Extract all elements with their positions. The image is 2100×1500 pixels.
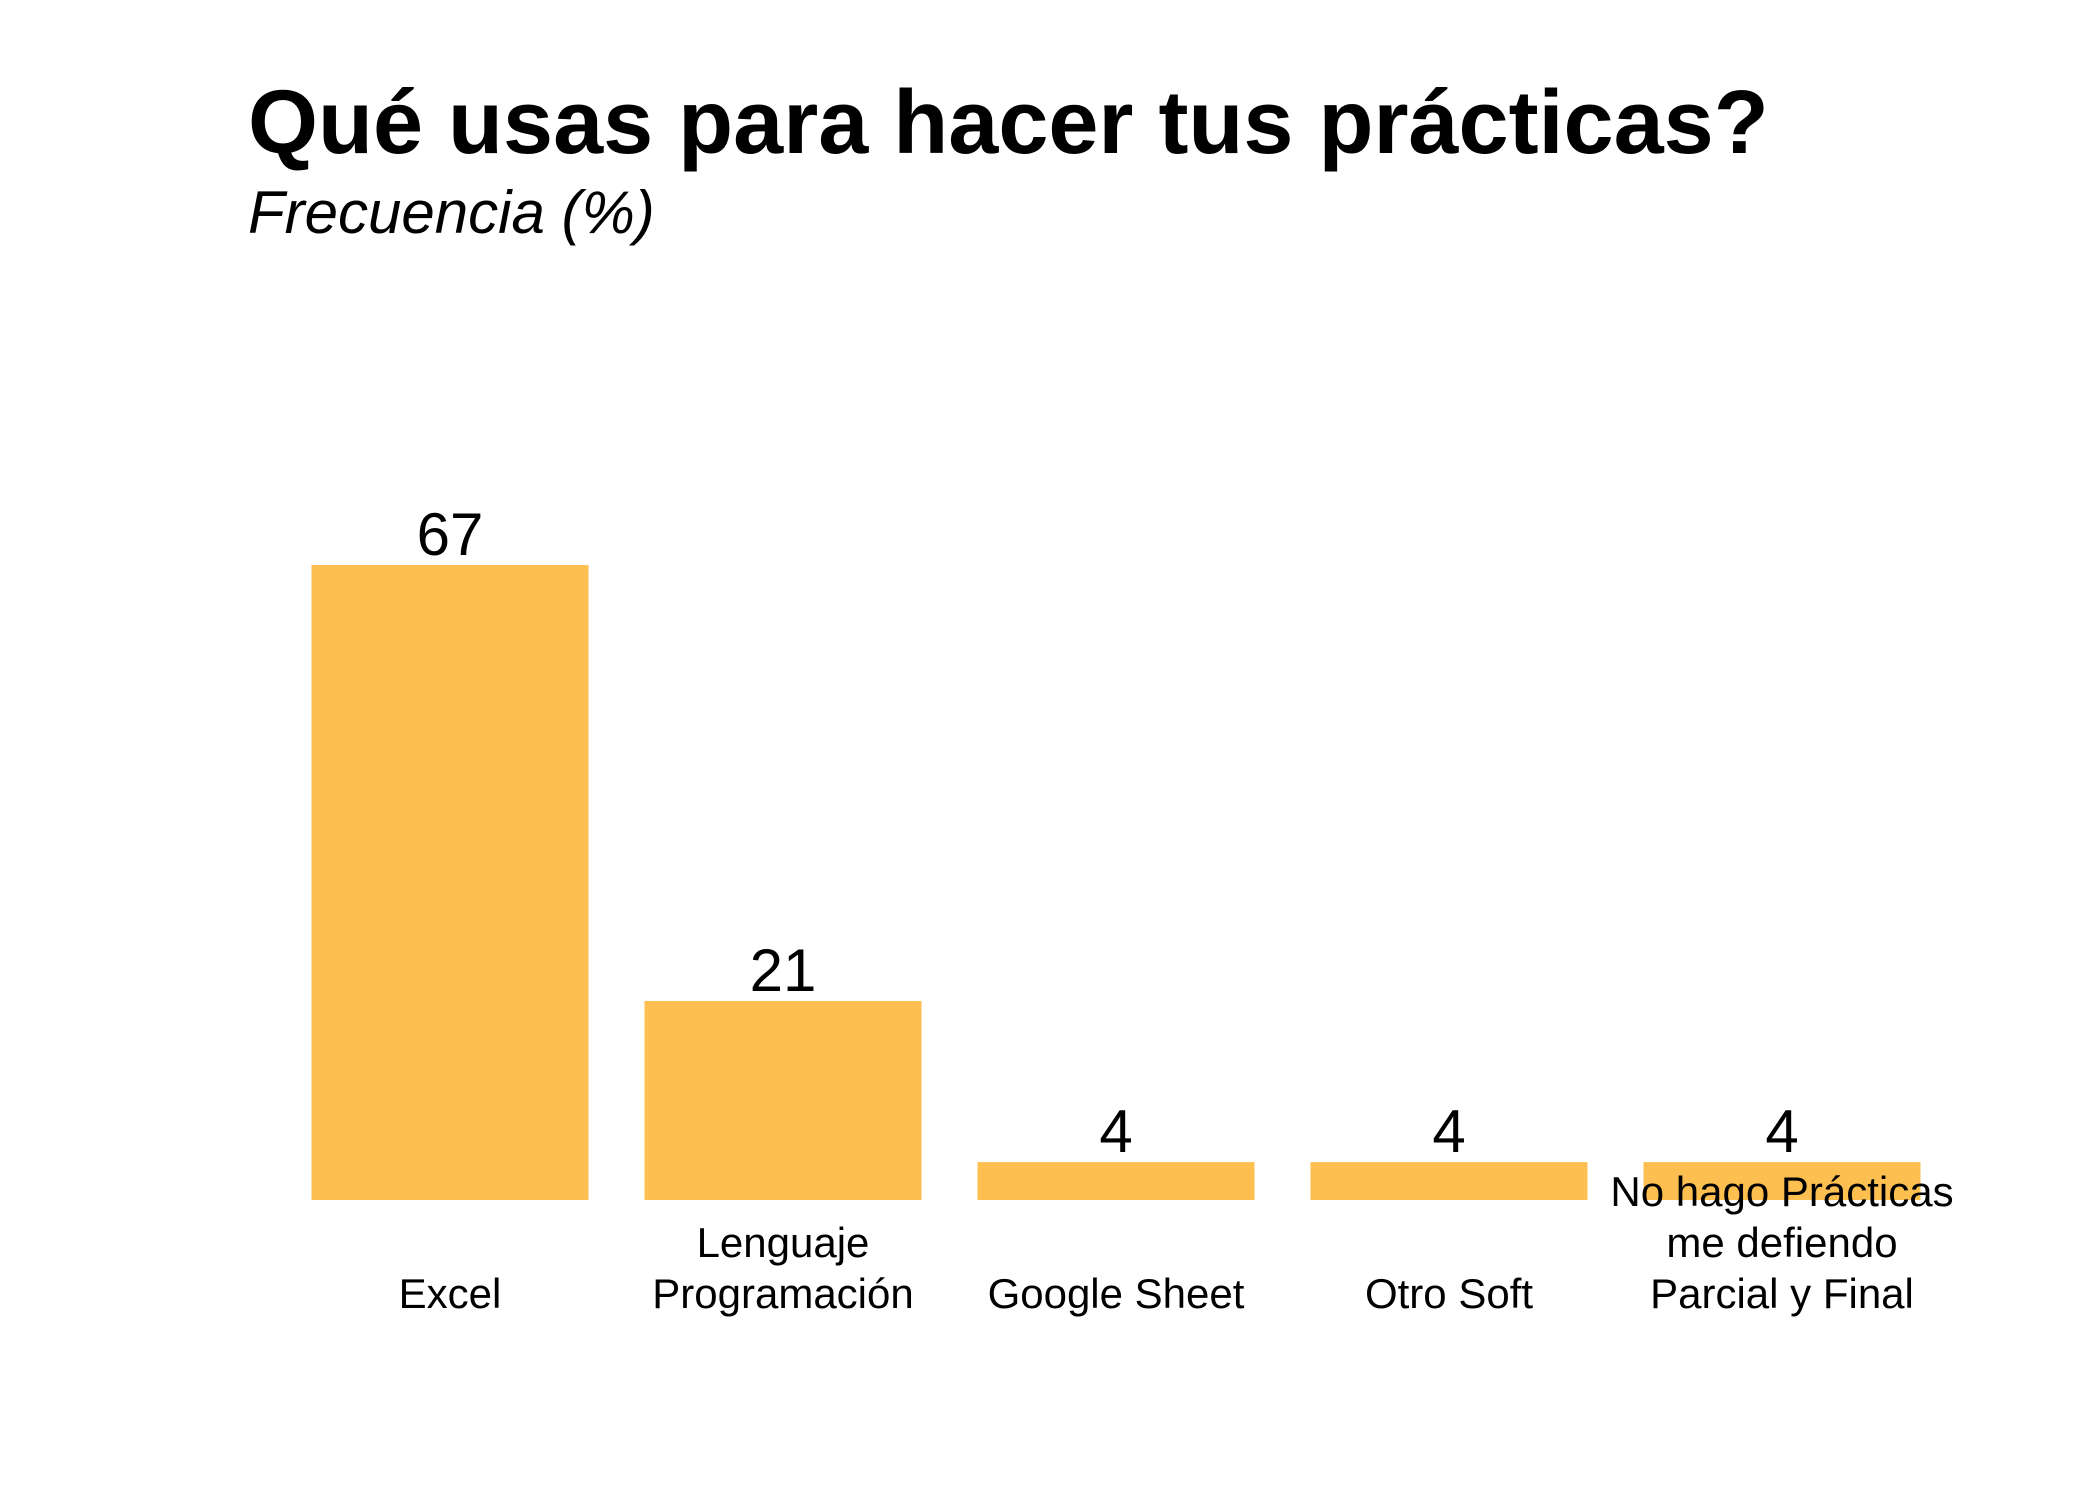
category-label-otro-soft: Otro Soft <box>1365 1270 1533 1317</box>
category-label-google-sheet: Google Sheet <box>988 1270 1245 1317</box>
bar-lenguaje <box>644 1000 922 1200</box>
value-labels-group: 67 21 4 4 4 <box>417 501 1799 1165</box>
value-label-no-hago-practicas: 4 <box>1765 1098 1798 1165</box>
value-label-excel: 67 <box>417 501 484 568</box>
chart-subtitle: Frecuencia (%) <box>248 179 655 246</box>
category-label-no-hago-practicas: No hago Prácticas me defiendo Parcial y Fi… <box>1610 1168 1953 1317</box>
category-labels-group: Excel Lenguaje Programación Google Sheet Otr… <box>399 1168 1954 1317</box>
value-label-lenguaje: 21 <box>750 937 817 1004</box>
value-label-google-sheet: 4 <box>1099 1098 1132 1165</box>
bar-no-hago-practicas <box>1643 1162 1921 1200</box>
bar-google-sheet <box>977 1162 1255 1200</box>
chart-title: Qué usas para hacer tus prácticas? <box>248 73 1769 173</box>
value-label-otro-soft: 4 <box>1432 1098 1465 1165</box>
category-label-lenguaje: Lenguaje Programación <box>652 1219 913 1317</box>
bar-excel <box>311 565 589 1200</box>
bars-group <box>311 565 1921 1200</box>
category-label-excel: Excel <box>399 1270 502 1317</box>
bar-otro-soft <box>1310 1162 1588 1200</box>
